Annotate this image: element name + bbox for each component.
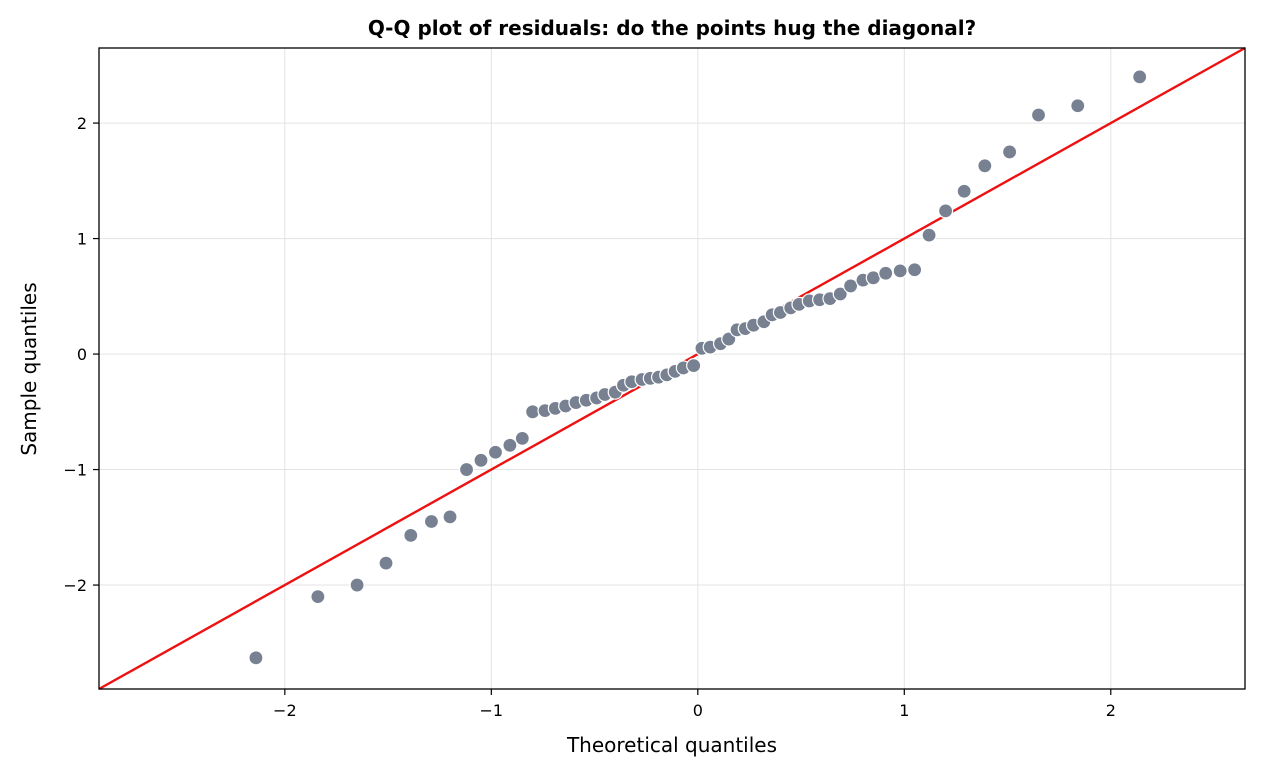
data-point <box>442 509 458 525</box>
x-tick-label: 2 <box>1106 701 1116 720</box>
data-point <box>977 158 993 174</box>
data-point <box>956 183 972 199</box>
data-point <box>1030 107 1047 123</box>
chart-title: Q-Q plot of residuals: do the points hug… <box>368 16 976 40</box>
data-point <box>878 265 894 281</box>
points-layer <box>248 69 1148 666</box>
data-point <box>1070 98 1086 114</box>
y-tick-label: −1 <box>63 461 87 480</box>
data-point <box>458 461 475 478</box>
x-tick-label: 1 <box>899 701 909 720</box>
plot-frame <box>98 47 1246 690</box>
data-point <box>843 278 859 294</box>
data-point <box>423 513 440 530</box>
data-point <box>937 203 954 219</box>
data-point <box>310 589 326 605</box>
data-point <box>892 263 908 279</box>
x-axis-label: Theoretical quantiles <box>566 733 777 757</box>
grid <box>99 48 1245 689</box>
y-tick-label: 2 <box>77 114 87 133</box>
data-point <box>349 577 365 593</box>
y-tick-label: 1 <box>77 230 87 249</box>
data-point <box>1002 144 1018 160</box>
data-point <box>1132 69 1148 85</box>
x-tick-label: 0 <box>693 701 703 720</box>
y-axis-label: Sample quantiles <box>17 282 41 455</box>
data-point <box>487 444 504 460</box>
ticks: −2 −1 0 1 2 −2 −1 0 1 2 <box>63 114 1115 720</box>
data-point <box>832 286 848 302</box>
y-tick-label: 0 <box>77 345 87 364</box>
data-point <box>403 527 419 543</box>
x-tick-label: −1 <box>480 701 504 720</box>
data-point <box>502 437 518 453</box>
data-point <box>514 430 530 446</box>
data-point <box>907 262 923 278</box>
data-point <box>686 358 702 374</box>
data-point <box>921 227 937 243</box>
data-point <box>473 452 489 468</box>
data-point <box>248 650 264 666</box>
x-tick-label: −2 <box>273 701 297 720</box>
data-point <box>378 555 394 571</box>
y-tick-label: −2 <box>63 576 87 595</box>
